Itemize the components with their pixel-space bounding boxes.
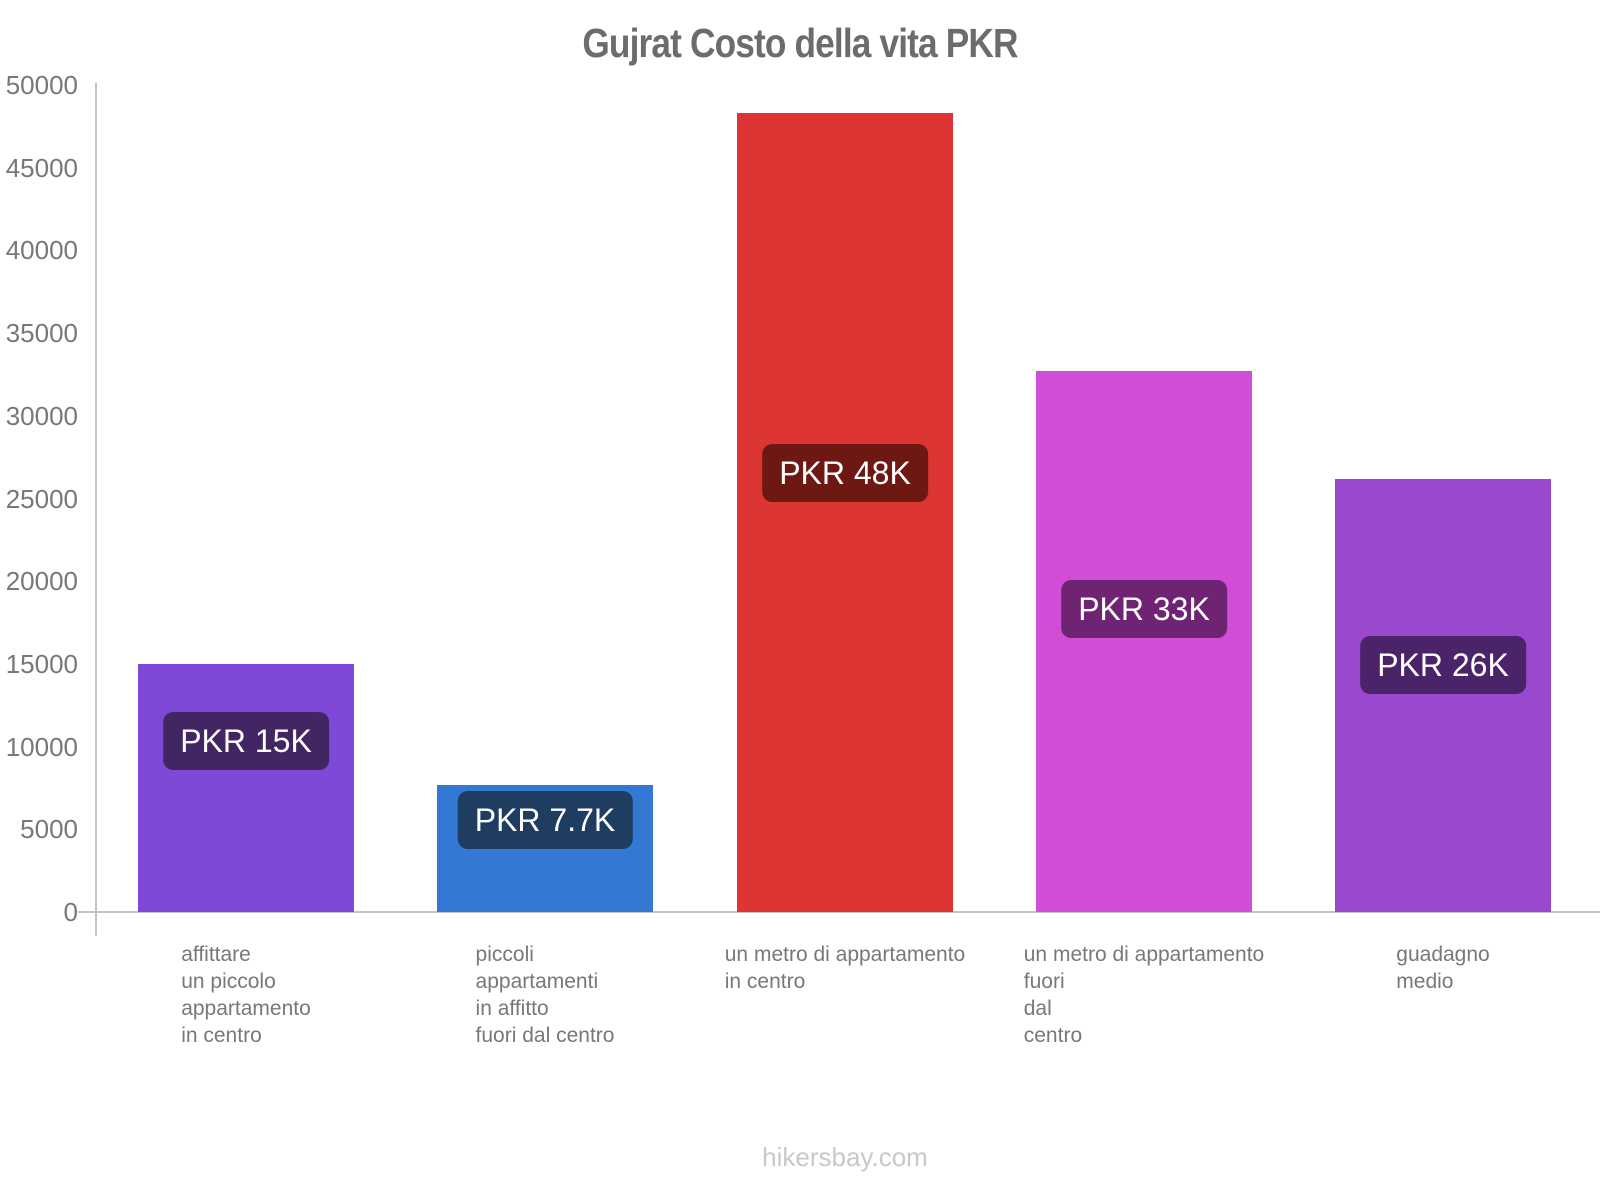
category-label: un metro di appartamento in centro <box>724 943 966 993</box>
bar-value-label: PKR 7.7K <box>457 791 633 850</box>
bar <box>737 113 953 912</box>
bar-value-label: PKR 15K <box>163 711 329 770</box>
bar-value-label: PKR 48K <box>762 443 928 502</box>
bar-value-label: PKR 33K <box>1061 580 1227 639</box>
y-tick-label: 40000 <box>5 235 78 266</box>
y-tick-label: 25000 <box>5 483 78 514</box>
y-tick-label: 50000 <box>5 70 78 100</box>
y-tick-label: 20000 <box>5 566 78 597</box>
category-label: affittare un piccolo appartamento in centro <box>181 943 311 1047</box>
bar <box>1335 478 1551 912</box>
category-label: piccoli appartamenti in affitto fuori dal c… <box>475 943 615 1047</box>
x-axis-baseline <box>78 911 1600 913</box>
y-tick-label: 35000 <box>5 318 78 349</box>
y-tick-label: 0 <box>63 897 78 927</box>
bar <box>1036 371 1252 912</box>
y-axis-line <box>95 83 97 936</box>
y-tick-label: 10000 <box>5 731 78 762</box>
y-tick-label: 30000 <box>5 400 78 431</box>
category-label: un metro di appartamento fuori dal centro <box>1023 943 1265 1047</box>
chart-title: Gujrat Costo della vita PKR <box>582 20 1018 66</box>
y-tick-label: 5000 <box>20 814 78 845</box>
y-tick-label: 45000 <box>5 152 78 183</box>
category-label: guadagno medio <box>1396 943 1490 993</box>
watermark-hikersbay: hikersbay.com <box>762 1142 928 1172</box>
bar <box>138 663 354 912</box>
y-tick-label: 15000 <box>5 648 78 679</box>
bar-value-label: PKR 26K <box>1360 635 1526 694</box>
